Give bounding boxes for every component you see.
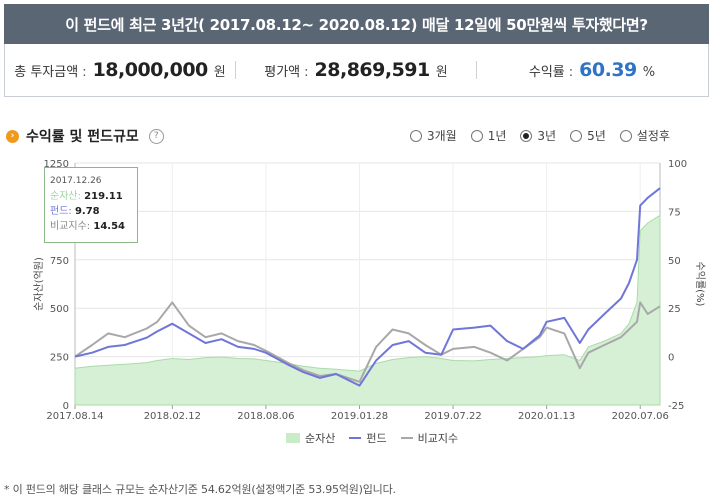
eval-label: 평가액 [264,65,301,80]
tooltip-date: 2017.12.26 [50,176,102,186]
total-invest-label: 총 투자금액 [14,65,79,80]
summary-panel: 총 투자금액 : 18,000,000 원 평가액 : 28,869,591 원… [4,44,709,97]
y-right-tick-label: -25 [668,401,684,412]
tooltip-label: 비교지수: [50,221,91,232]
colon: : [82,65,87,80]
net-assets-area [74,214,661,406]
radio-circle[interactable] [520,129,533,142]
section-header: › 수익률 및 펀드규모 ? [6,126,164,146]
header-title: 이 펀드에 최근 3년간( 2017.08.12~ 2020.08.12) 매달… [65,15,648,34]
returns-chart: 0-252500500257505010007512501002017.08.1… [33,159,706,422]
period-option-label: 3개월 [427,129,457,143]
eval-value: 28,869,591 [314,59,431,81]
legend-swatch [349,437,362,439]
total-invest-unit: 원 [213,65,226,80]
divider [235,61,236,79]
tooltip-label: 순자산: [50,191,81,202]
radio-circle[interactable] [570,129,583,142]
tooltip-value: 14.54 [93,221,125,232]
tooltip-row-benchmark: 비교지수: 14.54 [50,219,132,234]
total-invest-value: 18,000,000 [92,59,209,81]
x-tick-label: 2018.08.06 [237,411,294,422]
return-unit: % [642,65,656,80]
tooltip-value: 9.78 [74,206,100,217]
period-option-4[interactable]: 설정후 [619,127,670,144]
x-tick-label: 2020.07.06 [612,411,669,422]
y-right-tick-label: 25 [668,304,681,315]
tooltip-label: 펀드: [50,206,72,217]
y-right-axis-title: 수익률(%) [694,262,706,307]
y-left-tick-label: 500 [50,304,69,315]
y-right-tick-label: 100 [668,159,687,170]
section-title: 수익률 및 펀드규모 [26,129,139,145]
legend-item-benchmark[interactable]: 비교지수 [400,430,459,446]
period-selector: 3개월 1년 3년 5년 설정후 [410,127,684,144]
period-option-0[interactable]: 3개월 [410,127,457,144]
legend-item-fund[interactable]: 펀드 [349,430,387,446]
y-left-tick-label: 0 [63,401,69,412]
fund-line [74,187,661,387]
divider [476,61,477,79]
return-value: 60.39 [579,59,637,81]
x-tick-label: 2017.08.14 [46,411,103,422]
y-right-tick-label: 75 [668,207,681,218]
y-left-tick-label: 250 [50,353,69,364]
period-option-label: 설정후 [636,129,670,143]
eval-unit: 원 [435,65,448,80]
x-tick-label: 2019.01.28 [331,411,388,422]
chart-tooltip: 2017.12.26 순자산: 219.11 펀드: 9.78 비교지수: 14… [44,167,138,243]
radio-circle[interactable] [410,129,422,142]
period-option-label: 1년 [487,129,507,143]
header-banner: 이 펀드에 최근 3년간( 2017.08.12~ 2020.08.12) 매달… [4,4,709,44]
radio-circle[interactable] [470,129,483,142]
x-tick-label: 2019.07.22 [424,411,481,422]
y-left-axis-title: 순자산(억원) [33,257,45,311]
tooltip-row-fund: 펀드: 9.78 [50,204,132,219]
footnote: * 이 펀드의 해당 클래스 규모는 순자산기준 54.62억원(설정액기준 5… [4,483,396,496]
tooltip-row-net-assets: 순자산: 219.11 [50,189,132,204]
colon: : [304,65,309,80]
colon: : [568,65,574,80]
total-invest-stat: 총 투자금액 : 18,000,000 원 [5,59,235,81]
y-right-tick-label: 50 [668,256,681,267]
x-tick-label: 2020.01.13 [518,411,575,422]
radio-circle[interactable] [619,129,632,142]
legend-swatch [286,433,300,443]
legend-item-net-assets[interactable]: 순자산 [286,430,335,446]
chevron-right-icon: › [6,129,19,143]
legend-label: 순자산 [305,432,336,445]
tooltip-value: 219.11 [84,191,123,202]
period-option-label: 5년 [587,129,606,143]
eval-stat: 평가액 : 28,869,591 원 [236,59,476,81]
benchmark-line [74,301,661,383]
return-label: 수익률 [528,65,565,80]
period-option-1[interactable]: 1년 [470,127,507,144]
question-icon[interactable]: ? [148,128,164,144]
period-option-label: 3년 [537,129,557,143]
chart-legend: 순자산 펀드 비교지수 [286,430,472,446]
y-left-tick-label: 750 [50,256,69,267]
legend-swatch [400,437,413,439]
legend-label: 비교지수 [417,432,459,445]
legend-label: 펀드 [366,432,387,445]
y-left-tick-label: 1250 [44,159,69,170]
y-right-tick-label: 0 [668,353,674,364]
period-option-2[interactable]: 3년 [520,127,556,144]
return-stat: 수익률 : 60.39 % [477,59,707,81]
x-tick-label: 2018.02.12 [144,411,201,422]
period-option-3[interactable]: 5년 [570,127,606,144]
